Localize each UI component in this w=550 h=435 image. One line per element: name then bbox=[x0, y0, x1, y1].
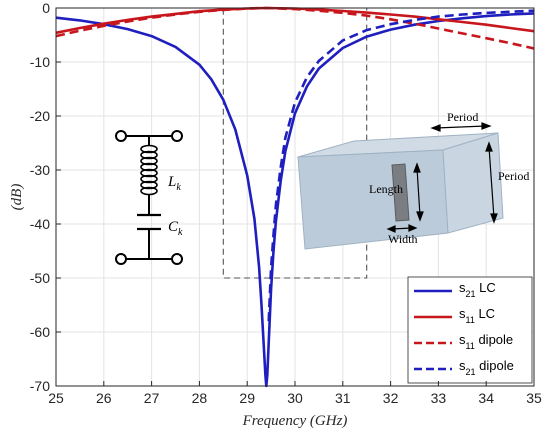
unit-cell-illustration: Length Width Period Period bbox=[297, 110, 529, 250]
legend-label: s11 LC bbox=[459, 306, 495, 325]
series-line-s21-lc bbox=[55, 12, 535, 388]
width-arrow bbox=[386, 224, 418, 233]
capacitor-label: Ck bbox=[168, 219, 183, 238]
x-tick-label: 29 bbox=[239, 390, 255, 406]
y-tick-label: -50 bbox=[30, 270, 50, 286]
x-axis-label: Frequency (GHz) bbox=[242, 413, 348, 429]
inductor-label: Lk bbox=[167, 174, 181, 193]
x-tick-label: 25 bbox=[48, 390, 64, 406]
inductor-coil bbox=[140, 144, 158, 196]
y-tick-label: -60 bbox=[30, 324, 50, 340]
x-tick-label: 30 bbox=[287, 390, 303, 406]
unit-cell-front-face bbox=[297, 149, 449, 250]
legend-box bbox=[407, 276, 533, 384]
period-right-label: Period bbox=[498, 169, 529, 183]
x-tick-label: 27 bbox=[144, 390, 160, 406]
series-line-s11-dipole bbox=[55, 6, 535, 50]
dipole-strip bbox=[391, 163, 410, 222]
y-tick-label: -30 bbox=[30, 162, 50, 178]
period-top-label: Period bbox=[447, 110, 478, 124]
y-tick-label: 0 bbox=[42, 0, 50, 16]
y-tick-label: -20 bbox=[30, 108, 50, 124]
lc-circuit-illustration: Lk Ck bbox=[115, 130, 183, 265]
x-tick-label: 26 bbox=[96, 390, 112, 406]
legend-label: s21 dipole bbox=[459, 358, 514, 377]
y-axis-label: (dB) bbox=[9, 184, 25, 211]
length-label: Length bbox=[369, 182, 403, 196]
legend: s21 LC s11 LC s11 dipole s21 dipole bbox=[407, 276, 533, 384]
width-label: Width bbox=[388, 232, 418, 246]
x-tick-label: 34 bbox=[478, 390, 494, 406]
legend-label: s21 LC bbox=[459, 280, 496, 299]
period-top-arrow bbox=[430, 122, 492, 132]
circuit-wires bbox=[126, 135, 172, 260]
x-tick-label: 33 bbox=[431, 390, 447, 406]
series-line-s21-dipole bbox=[267, 9, 535, 322]
y-tick-label: -40 bbox=[30, 216, 50, 232]
y-tick-label: -10 bbox=[30, 54, 50, 70]
terminal-nodes bbox=[115, 130, 183, 265]
legend-label: s11 dipole bbox=[459, 332, 513, 351]
x-tick-label: 28 bbox=[192, 390, 208, 406]
axis-ticks: 25 26 27 28 29 30 31 32 33 34 35 0 -10 -20 -30 -40 -50 -6… bbox=[30, 0, 542, 406]
x-tick-label: 35 bbox=[526, 390, 542, 406]
period-right-arrow bbox=[485, 141, 498, 224]
x-tick-label: 31 bbox=[335, 390, 351, 406]
y-tick-label: -70 bbox=[30, 378, 50, 394]
length-arrow bbox=[413, 162, 424, 222]
capacitor-plates bbox=[137, 213, 161, 231]
x-tick-label: 32 bbox=[383, 390, 399, 406]
unit-cell-side-face bbox=[442, 132, 504, 234]
